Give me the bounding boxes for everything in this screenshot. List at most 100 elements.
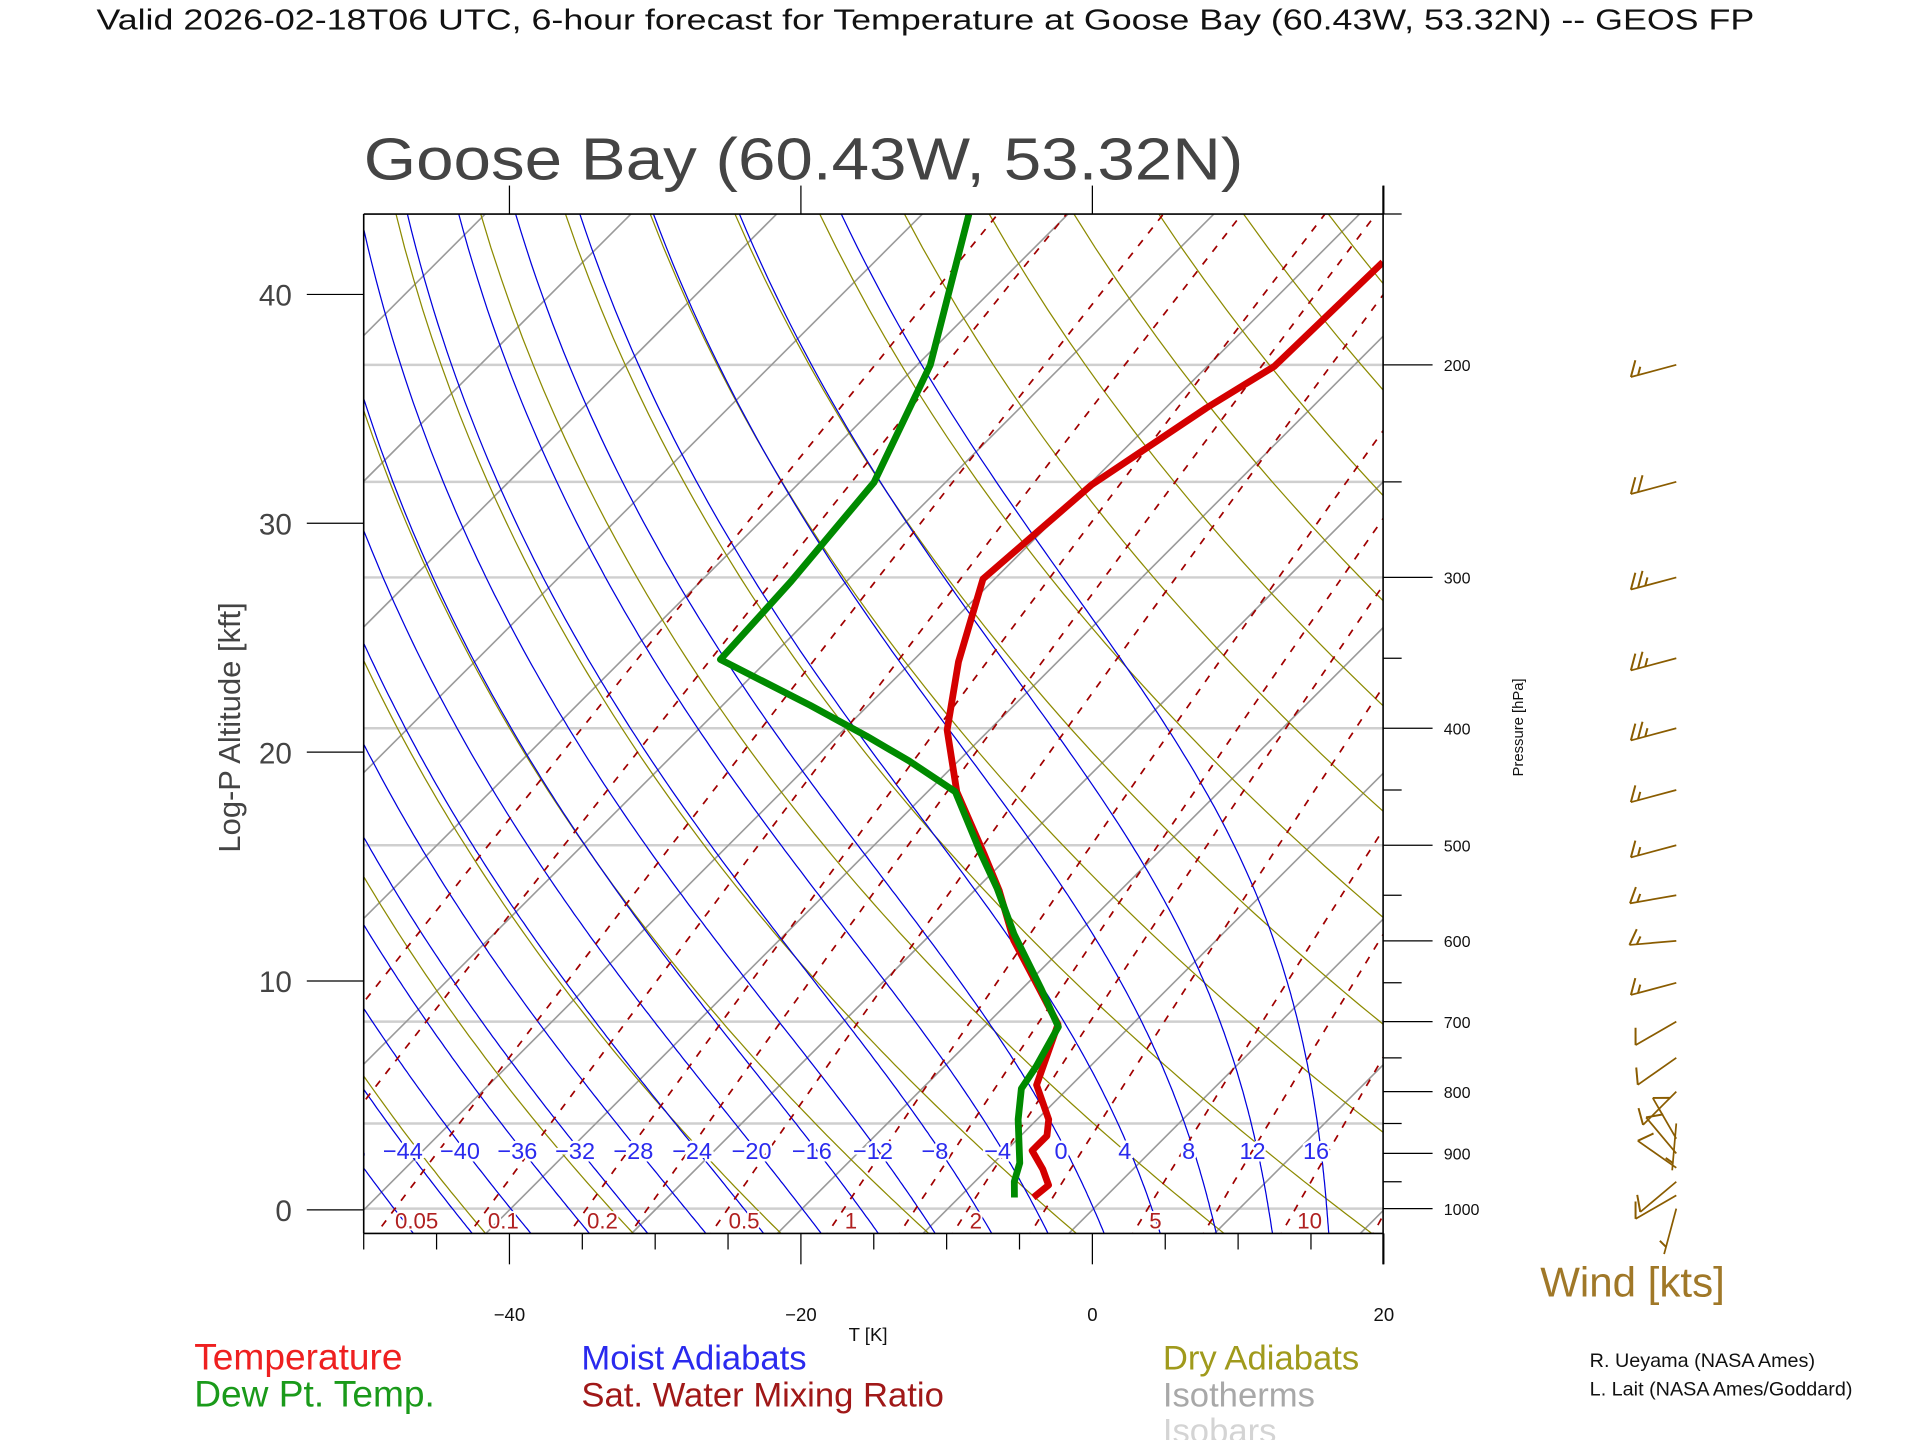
wind-barb-staff — [1639, 1181, 1677, 1213]
moist-adiabat-label: −28 — [613, 1138, 653, 1164]
wind-barb-feather — [1637, 1132, 1654, 1142]
wind-barb-half-feather — [1665, 1157, 1674, 1164]
dry-adiabat-line — [1327, 214, 1384, 285]
dry-adiabat-line — [1800, 178, 1920, 1239]
wind-barb — [1629, 651, 1677, 672]
mixing-ratio-line — [826, 429, 1384, 1234]
dry-adiabats — [363, 178, 1920, 1239]
wind-barb-half-feather — [1635, 935, 1642, 945]
mixing-ratio-label: 0.5 — [729, 1208, 760, 1233]
moist-adiabat-label: 16 — [1303, 1138, 1329, 1164]
isotherm-line — [484, 335, 1384, 1234]
isotherm-line — [1502, 210, 1920, 1237]
moist-adiabat-label: 0 — [1055, 1138, 1068, 1164]
x-tick-label: 0 — [1087, 1304, 1097, 1325]
mixing-ratio-line — [951, 584, 1384, 1234]
wind-barb-staff — [1663, 1208, 1678, 1255]
mixing-ratio-line — [375, 214, 1165, 1234]
mixing-ratio-line — [363, 214, 999, 1004]
legend-isotherms: Isotherms — [1163, 1377, 1315, 1415]
wind-barb-staff — [1630, 657, 1677, 672]
mixing-ratio-label: 1 — [845, 1208, 857, 1233]
wind-barb-feather — [1629, 476, 1637, 495]
wind-barb-feather — [1637, 570, 1644, 588]
y-tick-label: 20 — [259, 737, 292, 770]
wind-barb-feather — [1629, 977, 1637, 996]
moist-adiabat-line — [363, 528, 822, 1234]
isotherm-line — [0, 210, 197, 1237]
pressure-tick-label: 500 — [1444, 837, 1471, 855]
wind-barb — [1629, 886, 1677, 905]
dry-adiabat-line — [363, 875, 635, 1234]
moist-adiabat-line — [363, 923, 591, 1234]
wind-barb — [1629, 977, 1677, 996]
wind-barbs — [1628, 359, 1678, 1255]
isotherm-line — [363, 214, 633, 483]
legend-mixing-ratio: Sat. Water Mixing Ratio — [581, 1377, 943, 1415]
legend-moist-adiabats: Moist Adiabats — [581, 1339, 806, 1377]
mixing-ratio-line — [1280, 1055, 1384, 1234]
wind-barb — [1652, 1096, 1678, 1140]
mixing-ratio-lines — [363, 214, 1384, 1234]
moist-adiabat-label: −40 — [440, 1138, 480, 1164]
wind-barb-half-feather — [1644, 657, 1649, 667]
mixing-ratio-line — [709, 293, 1384, 1234]
moist-adiabat-line — [363, 225, 936, 1234]
wind-barb-feather — [1637, 475, 1644, 493]
wind-label: Wind [kts] — [1540, 1258, 1725, 1305]
dry-adiabat-line — [1717, 178, 1920, 1239]
dry-adiabat-line — [480, 214, 1226, 1234]
mixing-ratio-line — [1029, 685, 1384, 1234]
moist-adiabat-line — [363, 1007, 532, 1234]
y-tick-label: 10 — [259, 966, 292, 999]
moist-adiabat-label: −48 — [326, 1138, 366, 1164]
dry-adiabat-line — [734, 214, 1384, 1025]
moist-adiabat-line — [738, 214, 1274, 1234]
dry-adiabat-line — [1883, 178, 1920, 1239]
pressure-tick-label: 800 — [1444, 1084, 1471, 1102]
moist-adiabat-line — [840, 214, 1330, 1234]
wind-barb — [1635, 1057, 1677, 1086]
moist-adiabat-label: −4 — [984, 1138, 1011, 1164]
wind-barb-feather — [1637, 651, 1644, 669]
moist-adiabat-line — [363, 1088, 474, 1234]
dry-adiabat-line — [1468, 178, 1920, 1239]
mixing-ratio-line — [629, 214, 1378, 1234]
mixing-ratio-label: 0.2 — [587, 1208, 618, 1233]
legend-temperature: Temperature — [194, 1335, 402, 1377]
wind-barb-half-feather — [1659, 1240, 1667, 1248]
moist-adiabat-line — [363, 641, 765, 1234]
isotherm-line — [630, 480, 1384, 1234]
mixing-ratio-label: 10 — [1297, 1208, 1322, 1233]
wind-barb — [1659, 1208, 1678, 1255]
wind-barb-staff — [1652, 1097, 1678, 1140]
wind-barb — [1665, 1123, 1678, 1171]
moist-adiabat-label: −32 — [555, 1138, 595, 1164]
dry-adiabat-line — [1158, 214, 1384, 497]
moist-adiabat-line — [458, 214, 1049, 1234]
dry-adiabat-line — [988, 214, 1384, 707]
wind-barb-staff — [1630, 981, 1677, 996]
moist-adiabat-label: 4 — [1118, 1138, 1131, 1164]
wind-barb-staff — [1635, 1020, 1677, 1046]
pressure-tick-label: 400 — [1444, 720, 1471, 738]
wind-barb-half-feather — [1637, 791, 1642, 801]
wind-barb-feather — [1645, 1113, 1664, 1119]
wind-barb-staff — [1630, 789, 1677, 804]
wind-barb-staff — [1630, 364, 1677, 378]
isotherm-line — [363, 214, 778, 629]
isotherm-line — [1067, 918, 1384, 1234]
moist-adiabat-label: 12 — [1239, 1138, 1265, 1164]
moist-adiabats — [363, 214, 1330, 1234]
moist-adiabat-label: −12 — [853, 1138, 893, 1164]
legend-isobars: Isobars — [1163, 1412, 1277, 1440]
wind-barb — [1629, 721, 1677, 742]
mixing-ratio-line — [363, 214, 1068, 1104]
dry-adiabat-line — [564, 214, 1373, 1234]
wind-barb-staff — [1635, 1194, 1677, 1220]
wind-barb-feather — [1629, 723, 1637, 741]
dry-adiabat-line — [363, 408, 930, 1234]
moist-adiabat-label: −8 — [922, 1138, 949, 1164]
wind-barb — [1634, 1194, 1677, 1220]
isotherm-line — [363, 214, 924, 774]
